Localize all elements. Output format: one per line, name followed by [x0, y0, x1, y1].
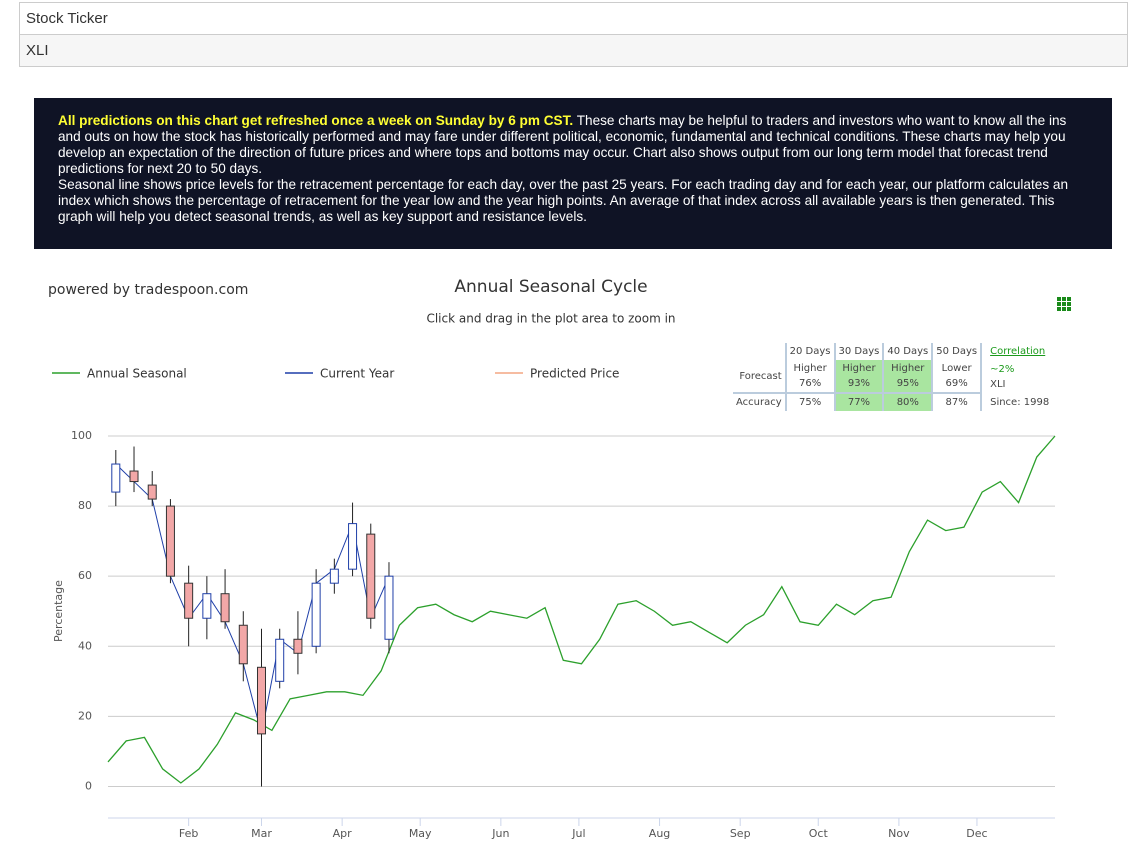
forecast-prob: 69%	[945, 378, 968, 389]
x-tick-label: Nov	[888, 827, 910, 840]
correlation-link[interactable]: Correlation	[990, 346, 1046, 357]
ticker: XLI	[990, 378, 1006, 390]
candle-body	[384, 575, 394, 640]
candle-body	[329, 568, 339, 584]
candle-body	[293, 638, 303, 654]
period-header: 50 Days	[931, 343, 982, 360]
since: Since: 1998	[980, 393, 1053, 411]
legend-label: Predicted Price	[530, 367, 619, 381]
candle-body	[147, 484, 157, 500]
candle-body	[311, 582, 321, 647]
accuracy: 80%	[882, 392, 933, 411]
forecast-prob: 93%	[847, 378, 871, 389]
x-tick-label: May	[409, 827, 432, 840]
ticker-table: Stock Ticker XLI	[19, 2, 1128, 67]
legend-label: Annual Seasonal	[87, 367, 187, 381]
accuracy: 87%	[931, 392, 982, 411]
y-axis-label: Percentage	[52, 580, 65, 642]
credit: powered by tradespoon.com	[48, 282, 248, 298]
seasonal-line	[107, 435, 1056, 784]
period-header: 30 Days	[833, 343, 884, 360]
y-tick-label: 60	[78, 569, 92, 582]
x-tick-label: Mar	[251, 827, 272, 840]
notice: All predictions on this chart get refres…	[34, 98, 1112, 249]
forecast-table: 20 Days 30 Days 40 Days 50 Days Correlat…	[733, 343, 1053, 411]
y-tick-label: 20	[78, 709, 92, 722]
ticker-value[interactable]: XLI	[20, 34, 1127, 66]
forecast-prob: 95%	[896, 378, 919, 389]
candle-body	[202, 593, 212, 619]
candle-body	[256, 666, 266, 735]
notice-highlight: All predictions on this chart get refres…	[58, 113, 574, 128]
menu-icon[interactable]	[1057, 297, 1071, 311]
candle-body	[366, 533, 376, 619]
legend-label: Current Year	[320, 367, 394, 381]
x-tick-label: Jul	[571, 827, 585, 840]
row-label: Accuracy	[733, 392, 786, 411]
x-tick-label: Sep	[730, 827, 751, 840]
notice-text: Seasonal line shows price levels for the…	[58, 177, 1069, 224]
accuracy: 77%	[833, 392, 884, 411]
period-header: 40 Days	[882, 343, 933, 360]
accuracy: 75%	[784, 392, 835, 411]
candle-body	[111, 463, 121, 493]
candle-body	[238, 624, 248, 665]
period-header: 20 Days	[784, 343, 835, 360]
y-tick-label: 40	[78, 639, 92, 652]
x-tick-label: Apr	[333, 827, 353, 840]
x-tick-label: Jun	[491, 827, 509, 840]
x-tick-label: Aug	[649, 827, 670, 840]
y-tick-label: 100	[71, 429, 92, 442]
x-tick-label: Dec	[966, 827, 987, 840]
forecast-direction: Lower	[941, 363, 972, 374]
forecast-direction: Higher	[842, 363, 876, 374]
candle-body	[275, 638, 285, 682]
chart-subtitle: Click and drag in the plot area to zoom …	[426, 312, 675, 326]
x-tick-label: Oct	[809, 827, 829, 840]
forecast-direction: Higher	[891, 363, 925, 374]
candle-body	[220, 593, 230, 623]
candle-body	[165, 505, 175, 577]
candle-body	[348, 523, 358, 570]
candle-body	[184, 582, 194, 619]
chart-title: Annual Seasonal Cycle	[454, 277, 647, 297]
forecast-prob: 76%	[798, 378, 822, 389]
forecast-direction: Higher	[793, 363, 827, 374]
current-year-line	[115, 463, 390, 735]
notice-text: These charts may be helpful to traders a…	[58, 113, 1067, 176]
x-tick-label: Feb	[179, 827, 198, 840]
ticker-label: Stock Ticker	[26, 10, 108, 27]
candle-body	[129, 470, 139, 483]
y-tick-label: 80	[78, 499, 92, 512]
row-label: Forecast	[739, 370, 782, 382]
y-tick-label: 0	[85, 779, 92, 792]
correlation-value: ~2%	[990, 363, 1015, 375]
